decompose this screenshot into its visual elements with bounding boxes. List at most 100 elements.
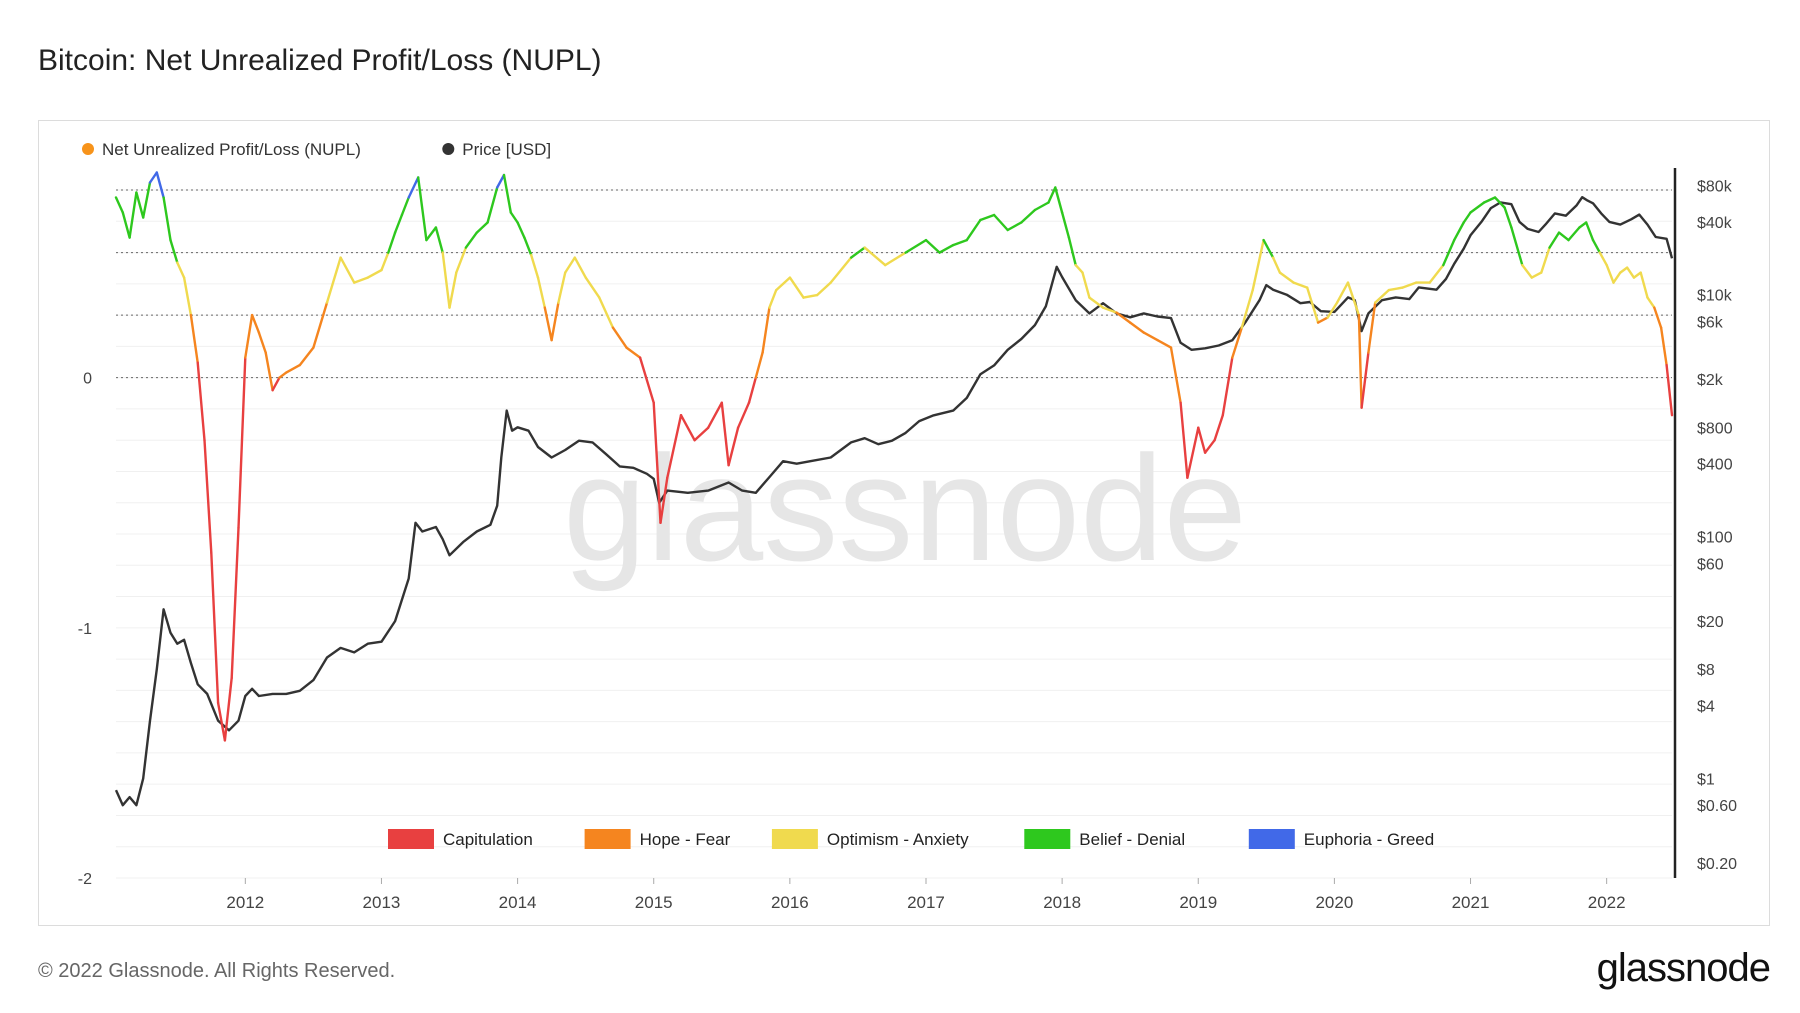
x-tick-label: 2013 xyxy=(363,893,401,912)
nupl-segment xyxy=(380,251,390,272)
chart-frame xyxy=(38,120,1770,926)
nupl-segment xyxy=(1081,271,1091,299)
nupl-segment xyxy=(425,226,438,242)
zone-legend-label: Hope - Fear xyxy=(640,830,731,849)
nupl-segment xyxy=(543,306,553,342)
nupl-segment xyxy=(1357,313,1363,409)
nupl-segment xyxy=(1503,206,1513,229)
nupl-segment xyxy=(530,253,540,279)
nupl-segment xyxy=(523,236,533,257)
x-tick-label: 2017 xyxy=(907,893,945,912)
watermark: glassnode xyxy=(563,424,1247,592)
zone-legend-swatch xyxy=(771,829,818,849)
nupl-segment xyxy=(223,676,233,742)
nupl-segment xyxy=(1169,346,1182,404)
zone-legend-swatch xyxy=(388,829,434,849)
nupl-segment xyxy=(1128,321,1146,334)
zone-legend-label: Belief - Denial xyxy=(1079,830,1185,849)
nupl-segment xyxy=(1142,331,1159,342)
nupl-segment xyxy=(189,313,199,364)
nupl-segment xyxy=(761,306,771,354)
nupl-segment xyxy=(1612,271,1622,284)
nupl-segment xyxy=(1653,306,1663,329)
nupl-segment xyxy=(325,256,342,304)
x-tick-label: 2014 xyxy=(499,893,537,912)
nupl-segment xyxy=(1591,238,1602,254)
nupl-segment xyxy=(393,213,404,234)
nupl-segment xyxy=(216,701,227,742)
legend-dot xyxy=(442,143,455,155)
nupl-segment xyxy=(775,276,792,292)
zone-legend-label: Optimism - Anxiety xyxy=(827,830,969,849)
nupl-segment xyxy=(1625,266,1636,279)
nupl-segment xyxy=(1278,271,1295,284)
nupl-segment xyxy=(573,256,587,279)
nupl-segment xyxy=(863,246,887,267)
nupl-segment xyxy=(550,301,560,342)
nupl-segment xyxy=(1047,186,1057,204)
nupl-segment xyxy=(1598,251,1608,267)
nupl-segment xyxy=(417,176,428,242)
nupl-segment xyxy=(666,414,683,479)
nupl-segment xyxy=(679,414,696,442)
nupl-segment xyxy=(952,238,968,247)
left-tick-label: -1 xyxy=(78,621,92,638)
nupl-segment xyxy=(1020,208,1037,224)
nupl-segment xyxy=(1213,414,1225,442)
nupl-segment xyxy=(162,196,172,242)
nupl-segment xyxy=(884,251,907,267)
nupl-segment xyxy=(736,401,751,429)
nupl-segment xyxy=(625,346,642,359)
nupl-segment xyxy=(1619,266,1629,274)
nupl-segment xyxy=(196,361,206,442)
right-tick-label: $8 xyxy=(1697,662,1715,679)
price-line xyxy=(114,196,1674,807)
nupl-segment xyxy=(1442,238,1456,267)
nupl-segment xyxy=(441,251,451,309)
nupl-segment xyxy=(1186,426,1200,479)
zone-legend-swatch xyxy=(1024,829,1071,849)
right-tick-label: $20 xyxy=(1697,614,1724,631)
nupl-segment xyxy=(598,296,615,329)
nupl-segment xyxy=(1387,286,1404,292)
nupl-segment xyxy=(1639,271,1649,299)
nupl-segment xyxy=(652,401,662,524)
nupl-segment xyxy=(659,476,669,524)
zone-legend: Capitulation Hope - Fear Optimism - Anxiet… xyxy=(388,829,1434,849)
nupl-segment xyxy=(849,246,866,259)
legend-label: Net Unrealized Profit/Loss (NUPL) xyxy=(102,140,361,159)
nupl-segment xyxy=(244,313,254,359)
nupl-segment xyxy=(979,213,996,222)
nupl-segment xyxy=(250,313,261,334)
nupl-segment xyxy=(1179,401,1189,479)
nupl-segment xyxy=(1469,201,1486,214)
nupl-segment xyxy=(1360,351,1370,409)
nupl-segment xyxy=(230,526,240,680)
nupl-segment xyxy=(1665,363,1674,417)
copyright-footer: © 2022 Glassnode. All Rights Reserved. xyxy=(38,960,396,982)
nupl-segment xyxy=(121,211,131,239)
zone-legend-label: Euphoria - Greed xyxy=(1304,830,1434,849)
nupl-segment xyxy=(1335,281,1350,304)
nupl-segment xyxy=(1074,263,1084,274)
nupl-segment xyxy=(203,439,213,554)
nupl-segment xyxy=(536,276,546,309)
brand-logo: glassnode xyxy=(1596,946,1771,990)
nupl-segment xyxy=(169,238,179,264)
nupl-segment xyxy=(387,231,397,254)
right-tick-label: $2k xyxy=(1697,372,1724,389)
legend-dot xyxy=(82,143,94,155)
x-tick-label: 2015 xyxy=(635,893,673,912)
nupl-segment xyxy=(516,221,526,239)
nupl-segment xyxy=(1346,281,1361,317)
nupl-segment xyxy=(298,346,315,367)
nupl-segment xyxy=(141,181,152,219)
right-tick-label: $0.60 xyxy=(1697,798,1737,815)
nupl-segment xyxy=(1367,301,1377,354)
nupl-segment xyxy=(464,231,478,249)
nupl-segment xyxy=(754,351,764,379)
nupl-segment xyxy=(1251,238,1265,292)
right-tick-label: $0.20 xyxy=(1697,856,1737,873)
nupl-segment xyxy=(924,238,941,254)
nupl-segment xyxy=(1540,246,1551,274)
